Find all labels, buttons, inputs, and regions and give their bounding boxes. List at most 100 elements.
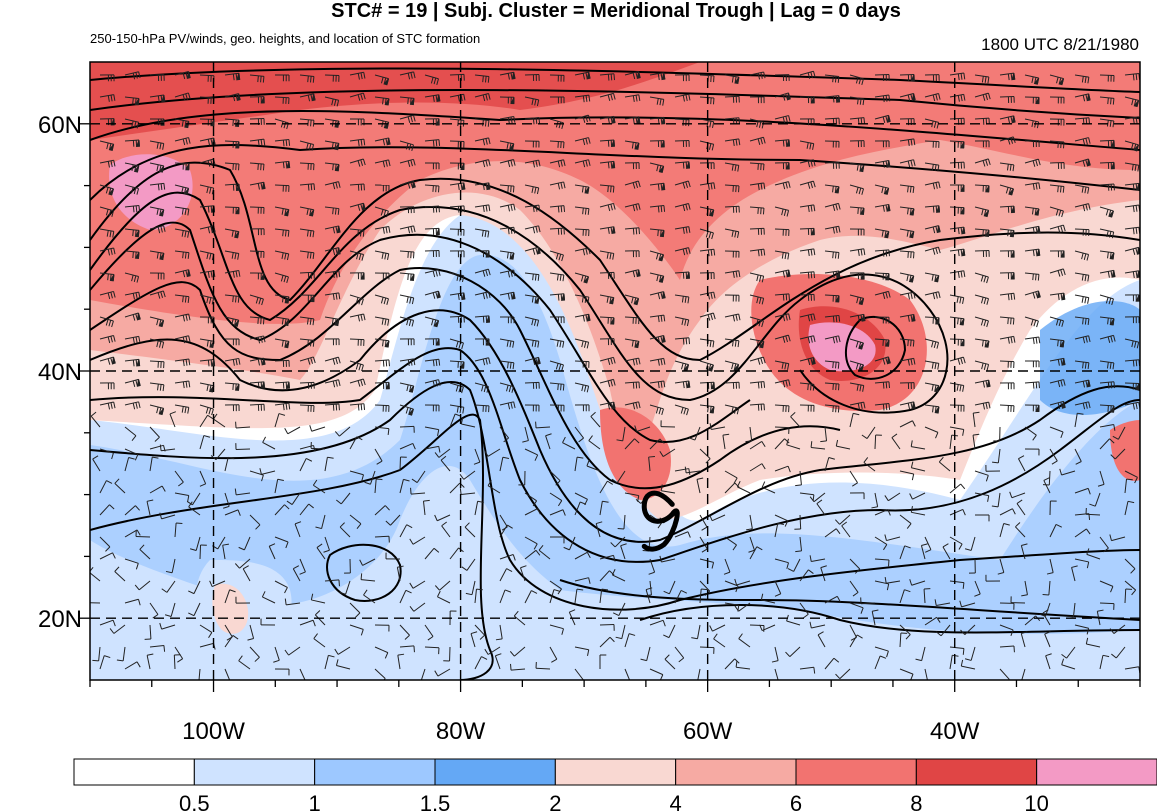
wind-barb xyxy=(474,137,491,146)
wind-barb xyxy=(574,577,591,584)
wind-barb xyxy=(424,547,440,560)
wind-barb xyxy=(274,381,290,389)
wind-barb xyxy=(1099,96,1115,105)
wind-barb xyxy=(146,653,154,670)
wind-barb xyxy=(499,140,515,151)
wind-barb xyxy=(149,602,159,619)
wind-barb xyxy=(549,589,561,604)
wind-barb xyxy=(424,379,441,388)
wind-barb xyxy=(249,335,266,344)
wind-barb xyxy=(274,402,291,411)
wind-barb xyxy=(899,382,915,390)
wind-barb xyxy=(959,600,976,608)
wind-barb xyxy=(299,404,315,412)
wind-barb xyxy=(1017,455,1026,472)
wind-barb xyxy=(190,536,201,551)
wind-barb xyxy=(624,140,640,150)
wind-barb xyxy=(1024,74,1040,85)
wind-barb xyxy=(549,205,566,213)
wind-barb xyxy=(599,115,616,124)
wind-barb xyxy=(249,357,266,366)
wind-barb xyxy=(1124,162,1140,172)
wind-barb xyxy=(999,184,1014,196)
wind-barb xyxy=(124,358,141,367)
wind-barb xyxy=(999,508,1016,516)
wind-barb xyxy=(774,74,790,82)
wind-barb xyxy=(824,74,840,83)
wind-barb xyxy=(999,523,1010,538)
wind-barb xyxy=(874,381,891,389)
wind-barb xyxy=(599,73,616,81)
wind-barb xyxy=(374,294,389,305)
wind-barb xyxy=(524,272,540,281)
wind-barb xyxy=(549,96,565,104)
wind-barb xyxy=(749,624,765,632)
wind-barb xyxy=(399,180,416,189)
wind-barb xyxy=(549,470,561,486)
wind-barb xyxy=(949,426,965,436)
wind-barb xyxy=(149,338,165,349)
wind-barb xyxy=(924,162,940,172)
wind-barb xyxy=(1049,379,1066,388)
wind-barb xyxy=(374,448,383,465)
wind-barb xyxy=(499,116,516,124)
wind-barb xyxy=(524,294,540,304)
wind-barb xyxy=(274,96,290,105)
wind-barb xyxy=(99,74,115,82)
wind-barb xyxy=(616,426,626,442)
wind-barb xyxy=(1049,292,1066,301)
wind-barb xyxy=(1124,478,1133,494)
wind-barb xyxy=(1074,158,1091,167)
wind-barb xyxy=(149,316,165,328)
wind-barb xyxy=(774,250,790,260)
wind-barb xyxy=(874,73,890,82)
wind-barb xyxy=(199,270,216,278)
wind-barb xyxy=(174,294,190,303)
wind-barb xyxy=(139,544,151,560)
wind-barb xyxy=(99,140,115,151)
wind-barb xyxy=(659,555,676,563)
colorbar-swatch xyxy=(1036,758,1157,786)
wind-barb xyxy=(960,624,976,635)
wind-barb xyxy=(124,335,141,344)
wind-barb xyxy=(99,356,116,365)
wind-barb xyxy=(1074,93,1091,102)
wind-barb xyxy=(749,272,765,283)
wind-barb xyxy=(820,565,827,582)
wind-barb xyxy=(499,360,515,370)
wind-barb xyxy=(599,356,616,366)
wind-barb xyxy=(849,272,865,280)
wind-barb xyxy=(974,140,990,148)
wind-barb xyxy=(969,558,976,574)
wind-barb xyxy=(849,382,865,392)
wind-barb xyxy=(849,117,866,125)
wind-barb xyxy=(524,316,540,327)
wind-barb xyxy=(1049,162,1065,170)
wind-barb xyxy=(849,228,865,236)
wind-barb xyxy=(149,404,165,416)
wind-barb xyxy=(774,334,791,343)
wind-barb xyxy=(1074,379,1091,388)
colorbar-swatch xyxy=(193,758,316,786)
wind-barb xyxy=(648,455,655,472)
wind-barb xyxy=(849,140,865,148)
wind-barb xyxy=(774,580,782,597)
wind-barb xyxy=(424,358,441,367)
wind-barb xyxy=(499,554,516,561)
wind-barb xyxy=(199,294,215,305)
wind-barb xyxy=(799,96,815,104)
wind-barb xyxy=(599,588,609,604)
wind-barb xyxy=(746,514,753,531)
wind-barb xyxy=(424,426,440,436)
wind-barb xyxy=(116,646,126,662)
wind-barb xyxy=(235,596,251,604)
wind-barb xyxy=(224,404,240,412)
wind-barb xyxy=(924,272,940,283)
wind-barb xyxy=(90,602,101,604)
wind-barb xyxy=(734,602,751,612)
wind-barb xyxy=(474,382,490,393)
wind-barb xyxy=(874,114,891,124)
wind-barb xyxy=(699,360,714,372)
wind-barb xyxy=(749,356,766,365)
wind-barb xyxy=(399,425,415,433)
